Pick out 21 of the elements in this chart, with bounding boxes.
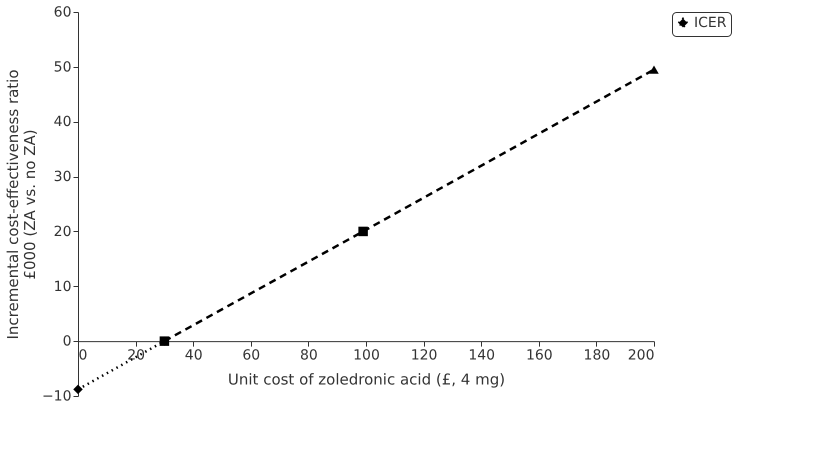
legend-label: ICER bbox=[694, 15, 727, 31]
y-tick-label: 10 bbox=[54, 278, 72, 295]
y-tick-label: 0 bbox=[62, 334, 72, 350]
x-tick-label: 80 bbox=[300, 348, 318, 364]
y-tick-label: 40 bbox=[54, 114, 72, 130]
y-axis-title: Incremental cost-effectiveness ratio £000 (ZA vs. no ZA) bbox=[4, 69, 39, 340]
x-tick-label: 0 bbox=[78, 348, 88, 364]
x-tick-label: 120 bbox=[410, 348, 438, 364]
y-tick-label: 30 bbox=[54, 169, 72, 186]
y-tick-label: 20 bbox=[54, 224, 72, 240]
x-tick-label: 180 bbox=[584, 348, 610, 364]
y-tick-label: 60 bbox=[54, 4, 72, 20]
x-tick-label: 100 bbox=[353, 348, 380, 364]
y-tick-label: −10 bbox=[42, 388, 72, 404]
x-tick-label: 140 bbox=[468, 348, 496, 364]
x-tick-label: 200 bbox=[628, 348, 654, 364]
y-tick-label: 50 bbox=[54, 59, 72, 76]
x-tick-label: 40 bbox=[184, 348, 203, 364]
x-axis-title: Unit cost of zoledronic acid (£, 4 mg) bbox=[228, 370, 506, 389]
x-tick-label: 160 bbox=[526, 348, 553, 364]
x-tick-label: 60 bbox=[242, 348, 260, 364]
